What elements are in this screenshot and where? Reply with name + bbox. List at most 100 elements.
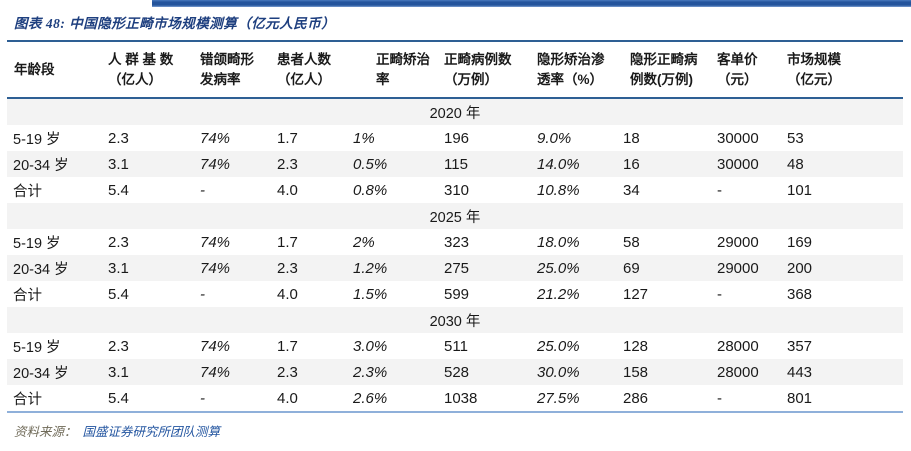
value-cell: 74%: [200, 337, 231, 355]
column-header: 隐形矫治渗透率（%）: [529, 50, 615, 90]
value-cell: 286: [623, 389, 649, 407]
value-cell: 5.4: [108, 285, 129, 303]
year-label: 2025 年: [429, 209, 481, 226]
value-cell: 3.0%: [353, 337, 388, 355]
value-cell: 2.6%: [353, 389, 388, 407]
value-cell: 29000: [717, 259, 759, 277]
value-cell: 115: [444, 155, 468, 173]
column-header-line2: 透率（%）: [537, 71, 604, 87]
column-header-line1: 患者人数: [277, 51, 331, 67]
value-cell: 29000: [717, 233, 759, 251]
value-cell: 21.2%: [537, 285, 580, 303]
source-label: 资料来源：: [14, 425, 77, 439]
value-cell: 74%: [200, 129, 231, 147]
column-header-line1: 客单价: [717, 51, 758, 67]
value-cell: 9.0%: [537, 129, 572, 147]
column-header-line2: （亿人）: [277, 71, 331, 87]
column-header-line1: 正畸矫治率: [376, 51, 430, 87]
age-group-cell: 合计: [13, 391, 42, 408]
value-cell: 69: [623, 259, 640, 277]
table-row: 5-19 岁 2.3 74% 1.7 1% 196 9.0% 18 30000 53: [7, 125, 903, 151]
column-header: 客单价 （元）: [709, 50, 779, 90]
value-cell: -: [717, 181, 722, 199]
value-cell: 128: [623, 337, 649, 355]
value-cell: 74%: [200, 363, 231, 381]
source-text: 国盛证券研究所团队测算: [82, 425, 221, 439]
value-cell: 357: [787, 337, 813, 355]
age-group-cell: 20-34 岁: [13, 157, 69, 174]
value-cell: 25.0%: [537, 259, 580, 277]
report-accent-bar: [152, 0, 911, 7]
column-header-line1: 错颌畸形: [200, 51, 254, 67]
table-row: 5-19 岁 2.3 74% 1.7 3.0% 511 25.0% 128 28000 357: [7, 333, 903, 359]
value-cell: 28000: [717, 337, 759, 355]
value-cell: 10.8%: [537, 181, 580, 199]
value-cell: 101: [787, 181, 813, 199]
value-cell: 158: [623, 363, 649, 381]
table-row: 合计 5.4 - 4.0 1.5% 599 21.2% 127 - 368: [7, 281, 903, 307]
value-cell: 74%: [200, 259, 231, 277]
figure-title: 图表 48: 中国隐形正畸市场规模测算（亿元人民币）: [14, 16, 336, 31]
value-cell: 30.0%: [537, 363, 580, 381]
column-header: 市场规模 （亿元）: [779, 50, 903, 90]
value-cell: 0.8%: [353, 181, 388, 199]
value-cell: 4.0: [277, 285, 298, 303]
value-cell: 1.7: [277, 129, 298, 147]
value-cell: 1.7: [277, 233, 298, 251]
value-cell: 1.7: [277, 337, 298, 355]
value-cell: 30000: [717, 129, 759, 147]
value-cell: 3.1: [108, 259, 129, 277]
age-group-cell: 20-34 岁: [13, 261, 69, 278]
column-header: 人 群 基 数 （亿人）: [100, 50, 192, 90]
value-cell: 310: [444, 181, 470, 199]
value-cell: 18.0%: [537, 233, 580, 251]
value-cell: 1.5%: [353, 285, 388, 303]
value-cell: 599: [444, 285, 470, 303]
column-header-line1: 隐形正畸病: [630, 51, 698, 67]
value-cell: 169: [787, 233, 813, 251]
value-cell: -: [200, 285, 205, 303]
table-row: 20-34 岁 3.1 74% 2.3 0.5% 115 14.0% 16 30000 48: [7, 151, 903, 177]
value-cell: 2.3%: [353, 363, 388, 381]
value-cell: 5.4: [108, 181, 129, 199]
column-header-line1: 隐形矫治渗: [537, 51, 605, 67]
value-cell: 48: [787, 155, 804, 173]
value-cell: 1038: [444, 389, 478, 407]
column-header: 正畸矫治率: [345, 50, 436, 90]
column-header-line1: 正畸病例数: [444, 51, 512, 67]
value-cell: 28000: [717, 363, 759, 381]
column-header-line1: 年龄段: [14, 61, 55, 77]
value-cell: 2.3: [108, 129, 129, 147]
value-cell: -: [200, 181, 205, 199]
value-cell: 4.0: [277, 181, 298, 199]
column-header: 年龄段: [7, 60, 100, 80]
year-section-row: 2030 年: [7, 307, 903, 333]
value-cell: 1%: [353, 129, 375, 147]
value-cell: 0.5%: [353, 155, 388, 173]
value-cell: 3.1: [108, 155, 129, 173]
value-cell: 368: [787, 285, 813, 303]
year-section-row: 2020 年: [7, 99, 903, 125]
value-cell: -: [717, 389, 722, 407]
year-section-row: 2025 年: [7, 203, 903, 229]
value-cell: 74%: [200, 233, 231, 251]
value-cell: 25.0%: [537, 337, 580, 355]
age-group-cell: 5-19 岁: [13, 235, 61, 252]
age-group-cell: 5-19 岁: [13, 131, 61, 148]
value-cell: 1.2%: [353, 259, 388, 277]
column-header-line2: 例数(万例): [630, 71, 693, 87]
value-cell: 2%: [353, 233, 375, 251]
table-row: 20-34 岁 3.1 74% 2.3 1.2% 275 25.0% 69 29000 200: [7, 255, 903, 281]
column-header-line1: 市场规模: [787, 51, 841, 67]
column-header-line2: （亿人）: [108, 71, 162, 87]
table-row: 20-34 岁 3.1 74% 2.3 2.3% 528 30.0% 158 28000 443: [7, 359, 903, 385]
value-cell: -: [717, 285, 722, 303]
value-cell: 2.3: [277, 363, 298, 381]
age-group-cell: 合计: [13, 183, 42, 200]
value-cell: 443: [787, 363, 813, 381]
value-cell: 2.3: [108, 337, 129, 355]
value-cell: 58: [623, 233, 640, 251]
value-cell: 196: [444, 129, 470, 147]
column-header-line1: 人 群 基 数: [108, 51, 174, 67]
value-cell: 2.3: [277, 259, 298, 277]
